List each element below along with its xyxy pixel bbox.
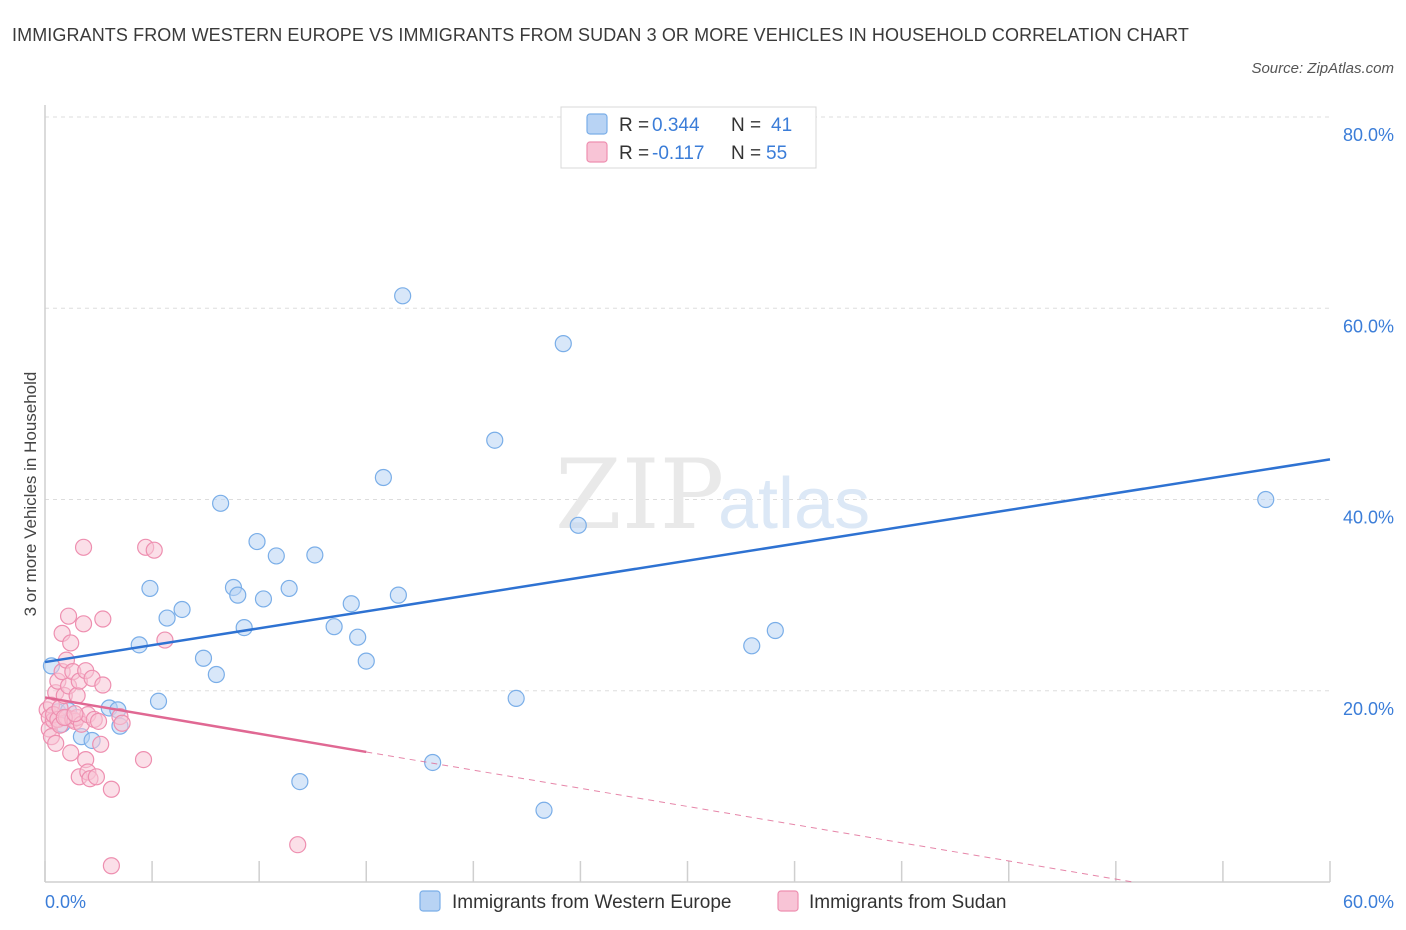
point-sudan[interactable] — [145, 541, 163, 559]
point-western-europe[interactable] — [306, 546, 324, 564]
point-western-europe[interactable] — [149, 692, 168, 710]
point-western-europe[interactable] — [342, 595, 360, 613]
legend-r-value-1: 0.344 — [652, 115, 700, 136]
trend-line-sudan-extension — [366, 751, 1133, 883]
y-tick-label: 40.0% — [1343, 508, 1394, 528]
point-western-europe[interactable] — [173, 600, 191, 619]
series-legend: Immigrants from Western Europe Immigrant… — [419, 890, 1006, 913]
point-sudan[interactable] — [102, 780, 120, 798]
data-points — [38, 287, 1275, 875]
legend-n-label-2: N = — [731, 143, 761, 164]
watermark-atlas: atlas — [718, 464, 870, 544]
trend-line-western-europe — [44, 458, 1331, 664]
point-western-europe[interactable] — [158, 609, 176, 627]
point-western-europe[interactable] — [535, 801, 553, 819]
point-western-europe[interactable] — [766, 621, 784, 640]
x-tick-label-min: 0.0% — [45, 892, 86, 912]
point-western-europe[interactable] — [569, 516, 587, 534]
point-western-europe[interactable] — [130, 636, 148, 654]
point-western-europe[interactable] — [389, 586, 407, 604]
x-ticks — [44, 861, 1331, 882]
point-sudan[interactable] — [156, 631, 174, 649]
point-sudan[interactable] — [47, 734, 65, 752]
y-tick-label: 80.0% — [1343, 125, 1394, 145]
point-sudan[interactable] — [89, 712, 108, 730]
legend-r-value-2: -0.117 — [652, 143, 704, 164]
watermark-zip: ZIP — [555, 439, 724, 551]
point-western-europe[interactable] — [267, 547, 285, 565]
legend-n-label-1: N = — [731, 115, 761, 136]
point-western-europe[interactable] — [486, 431, 504, 449]
point-sudan[interactable] — [87, 768, 106, 786]
gridlines — [45, 116, 1330, 692]
point-western-europe[interactable] — [394, 287, 412, 305]
point-sudan[interactable] — [62, 634, 80, 652]
point-western-europe[interactable] — [554, 335, 572, 353]
point-western-europe[interactable] — [424, 753, 442, 772]
point-western-europe[interactable] — [280, 579, 298, 598]
point-sudan[interactable] — [74, 615, 93, 633]
point-sudan[interactable] — [74, 538, 93, 556]
legend-swatch-sudan — [586, 141, 608, 163]
point-western-europe[interactable] — [212, 494, 230, 512]
chart-title: IMMIGRANTS FROM WESTERN EUROPE VS IMMIGR… — [12, 25, 1189, 45]
point-western-europe[interactable] — [325, 618, 343, 636]
point-western-europe[interactable] — [291, 772, 309, 791]
correlation-legend: R = 0.344 N = 41 R = -0.117 N = 55 — [560, 106, 817, 169]
y-tick-label: 20.0% — [1343, 699, 1394, 719]
point-western-europe[interactable] — [357, 652, 375, 670]
point-western-europe[interactable] — [194, 649, 213, 667]
legend-n-value-1: 41 — [771, 115, 792, 136]
point-sudan[interactable] — [102, 857, 120, 875]
point-western-europe[interactable] — [254, 590, 273, 608]
legend-r-label-1: R = — [619, 115, 649, 136]
point-sudan[interactable] — [66, 705, 84, 723]
point-sudan[interactable] — [59, 607, 78, 625]
y-tick-label: 60.0% — [1343, 316, 1394, 336]
y-tick-labels: 20.0% 40.0% 60.0% 80.0% — [1343, 125, 1394, 719]
point-western-europe[interactable] — [248, 532, 266, 551]
chart-source: Source: ZipAtlas.com — [1251, 60, 1394, 77]
point-western-europe[interactable] — [141, 579, 159, 598]
point-western-europe[interactable] — [235, 619, 253, 637]
x-tick-label-max: 60.0% — [1343, 892, 1394, 912]
trend-line-sudan — [44, 696, 367, 754]
legend-r-label-2: R = — [619, 143, 649, 164]
point-western-europe[interactable] — [207, 665, 225, 684]
point-western-europe[interactable] — [507, 689, 525, 708]
point-western-europe[interactable] — [349, 628, 367, 646]
point-sudan[interactable] — [94, 610, 112, 628]
point-western-europe[interactable] — [1257, 490, 1275, 509]
point-sudan[interactable] — [134, 750, 153, 769]
series-legend-label-sudan[interactable]: Immigrants from Sudan — [809, 892, 1006, 913]
legend-swatch-western-europe — [586, 113, 608, 135]
point-sudan[interactable] — [289, 836, 307, 854]
point-western-europe[interactable] — [743, 637, 761, 655]
series-legend-label-western-europe[interactable]: Immigrants from Western Europe — [452, 892, 731, 913]
point-sudan[interactable] — [113, 714, 131, 732]
point-western-europe[interactable] — [374, 468, 392, 487]
trend-lines — [44, 458, 1331, 883]
point-sudan[interactable] — [92, 735, 110, 753]
series-legend-swatch-sudan[interactable] — [777, 890, 799, 912]
y-axis-title: 3 or more Vehicles in Household — [21, 372, 40, 617]
point-western-europe[interactable] — [229, 586, 247, 604]
point-sudan[interactable] — [94, 676, 112, 694]
point-sudan[interactable] — [62, 744, 80, 762]
series-legend-swatch-western-europe[interactable] — [419, 890, 441, 912]
legend-n-value-2: 55 — [766, 143, 787, 164]
